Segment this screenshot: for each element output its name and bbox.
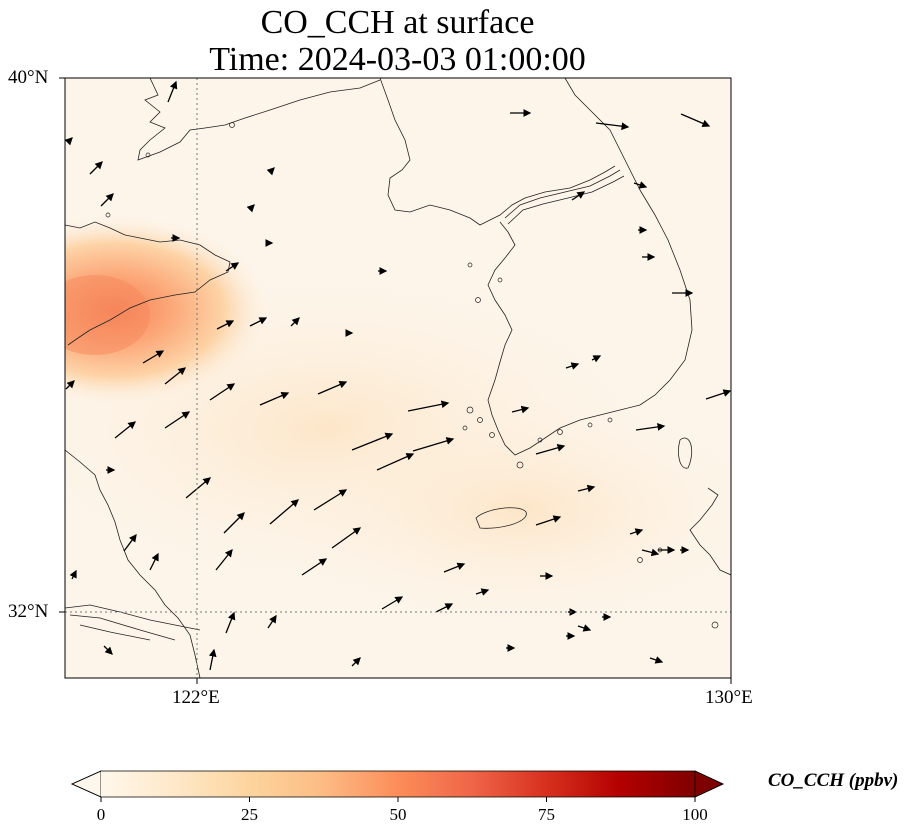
wind-arrow [149, 552, 159, 571]
wind-arrow [267, 614, 277, 629]
wind-arrow [225, 262, 240, 272]
colorbar-tick-100: 100 [682, 805, 708, 824]
lon-tick-130: 130°E [705, 687, 753, 708]
wind-arrow [629, 528, 644, 536]
wind-arrow [164, 411, 191, 429]
colorbar-extend-max [694, 770, 724, 798]
wind-arrow [435, 603, 454, 613]
islands [105, 122, 719, 629]
wind-arrow [216, 320, 235, 330]
wind-arrow [246, 204, 255, 213]
wind-arrow [591, 355, 602, 363]
wind-arrow [208, 648, 217, 671]
wind-arrow [705, 389, 731, 400]
coastlines [65, 78, 731, 678]
wind-arrow [123, 533, 137, 552]
wind-arrow [577, 484, 596, 493]
wind-arrow [443, 562, 466, 573]
wind-arrow [89, 161, 103, 175]
wind-arrow [142, 350, 165, 364]
wind-arrow [351, 657, 361, 667]
wind-arrow [407, 400, 450, 412]
wind-arrow [249, 317, 268, 327]
lat-tick-40: 40°N [8, 67, 49, 88]
wind-arrow [571, 191, 586, 201]
wind-arrow [290, 317, 300, 327]
wind-arrow [65, 380, 75, 390]
lat-tick-32: 32°N [8, 601, 49, 622]
map-time-subtitle: Time: 2024-03-03 01:00:00 [209, 41, 586, 78]
wind-arrow [376, 453, 415, 471]
map-frame [64, 77, 732, 679]
wind-arrow [313, 489, 348, 511]
wind-arrow [535, 444, 566, 455]
concentration-band-south [260, 390, 731, 630]
wind-arrow [167, 80, 178, 103]
colorbar-tick-75: 75 [538, 805, 555, 824]
wind-arrow [680, 113, 711, 128]
wind-arrow [577, 624, 592, 632]
wind-arrow [301, 558, 328, 576]
wind-arrow [65, 137, 73, 146]
wind-arrow [185, 477, 211, 499]
wind-arrow [164, 367, 187, 385]
colorbar-tick-0: 0 [96, 805, 106, 824]
wind-arrow [351, 432, 394, 451]
wind-arrow [114, 421, 137, 439]
colorbar-body [101, 771, 695, 797]
wind-arrow [103, 645, 113, 655]
wind-arrow [412, 437, 455, 452]
wind-arrow [209, 383, 236, 401]
wind-arrow [633, 181, 648, 189]
wind-arrow [535, 515, 562, 526]
wind-arrow [100, 193, 114, 207]
wind-arrow [565, 362, 580, 370]
wind-arrow [225, 611, 236, 634]
wind-arrow [266, 167, 275, 176]
wind-arrow [259, 391, 290, 406]
wind-arrow [223, 512, 245, 534]
map-title: CO_CCH at surface [260, 4, 535, 41]
wind-arrow [641, 548, 660, 557]
wind-arrow [215, 548, 233, 571]
colorbar-extend-min [71, 770, 102, 798]
wind-arrow [635, 423, 666, 431]
wind-arrow [317, 380, 348, 395]
wind-arrow [595, 122, 630, 131]
colorbar-label: CO_CCH (ppbv) [768, 770, 899, 791]
wind-arrow [475, 588, 490, 596]
colorbar-tick-25: 25 [241, 805, 258, 824]
colorbar-tick-50: 50 [389, 805, 407, 824]
concentration-plume [65, 215, 270, 405]
wind-vectors [65, 80, 731, 671]
border-river [504, 169, 625, 225]
wind-arrow [269, 499, 299, 525]
wind-arrow [511, 405, 530, 414]
concentration-core [65, 275, 150, 355]
wind-arrow [381, 596, 404, 610]
wind-arrow [649, 656, 664, 664]
lon-tick-122: 122°E [172, 687, 220, 708]
wind-arrow [331, 527, 362, 549]
wind-arrow [69, 569, 77, 580]
